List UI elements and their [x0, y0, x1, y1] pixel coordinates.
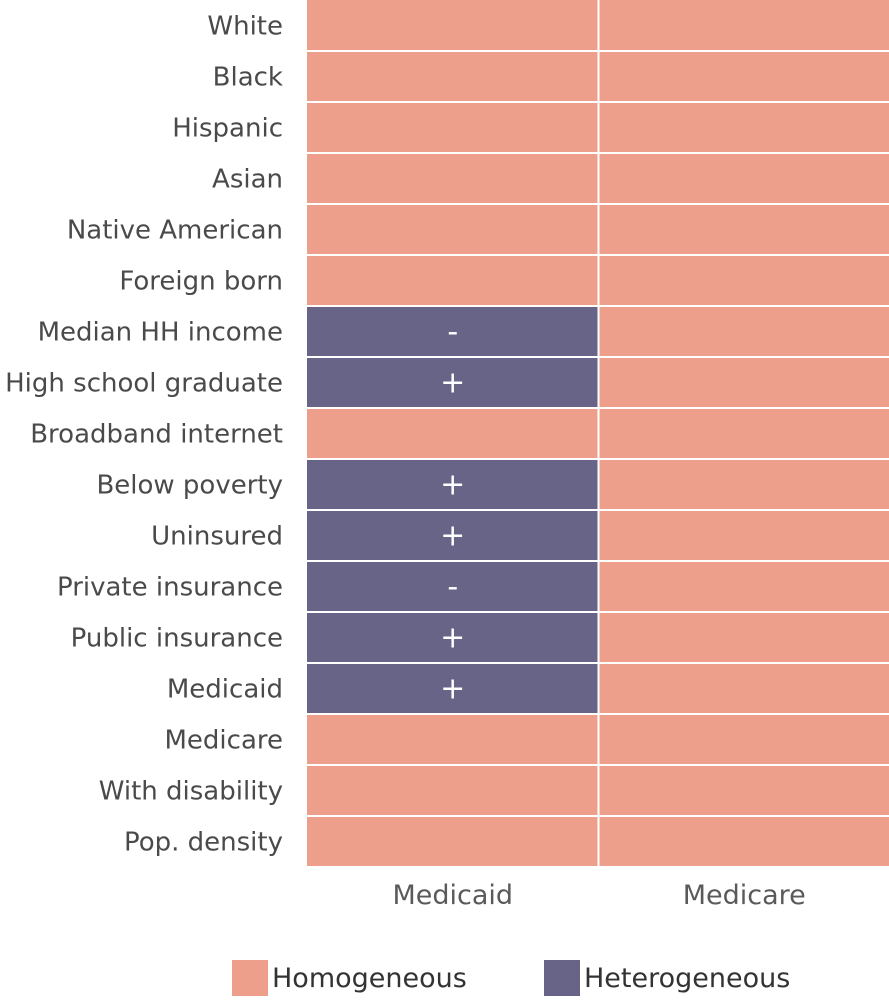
row-label: High school graduate	[5, 369, 283, 399]
column-label: Medicare	[683, 880, 806, 911]
heatmap-cell	[307, 409, 598, 458]
heatmap-cell	[599, 0, 889, 50]
heatmap-cell	[307, 715, 598, 764]
heatmap-cell	[307, 256, 598, 305]
row-label: Medicare	[165, 726, 284, 756]
heatmap-cell	[599, 511, 889, 560]
row-label: Pop. density	[124, 828, 283, 858]
column-labels: Medicaid Medicare	[392, 880, 805, 911]
row-label: Public insurance	[71, 624, 283, 654]
column-label: Medicaid	[392, 880, 513, 911]
heatmap-cell	[599, 307, 889, 356]
heatmap-cell	[599, 358, 889, 407]
heatmap-cell	[599, 715, 889, 764]
row-label: With disability	[99, 777, 283, 807]
cell-sign-label: +	[440, 366, 465, 401]
heatmap-cell	[599, 205, 889, 254]
heatmap-cell	[307, 562, 598, 611]
heatmap-cell	[307, 664, 598, 713]
heatmap-cell	[307, 0, 598, 50]
cell-sign-label: -	[447, 315, 458, 350]
legend-swatch	[232, 960, 268, 996]
heatmap-cell	[307, 358, 598, 407]
heatmap-cell	[307, 154, 598, 203]
heatmap-cell	[307, 307, 598, 356]
legend-label: Homogeneous	[272, 963, 467, 994]
heatmap-cell	[599, 103, 889, 152]
heatmap-cell	[307, 766, 598, 815]
row-labels: White Black Hispanic Asian Native American Fo…	[5, 12, 283, 858]
heatmap-cell	[599, 460, 889, 509]
heatmap-cell	[599, 409, 889, 458]
legend-swatch	[544, 960, 580, 996]
row-label: Foreign born	[119, 267, 283, 297]
cell-sign-label: +	[440, 672, 465, 707]
row-label: Native American	[67, 216, 283, 246]
heatmap-cell	[599, 817, 889, 866]
heatmap-cell	[599, 154, 889, 203]
row-label: Private insurance	[57, 573, 283, 603]
row-label: Broadband internet	[30, 420, 283, 450]
heatmap-cell	[307, 205, 598, 254]
row-label: Median HH income	[38, 318, 283, 348]
row-label: Uninsured	[151, 522, 283, 552]
heatmap-cell	[307, 613, 598, 662]
row-label: Below poverty	[96, 471, 283, 501]
row-label: White	[207, 12, 283, 42]
heatmap-cell	[599, 664, 889, 713]
heatmap-cell	[599, 766, 889, 815]
legend: Homogeneous Heterogeneous	[232, 960, 790, 996]
heatmap-cell	[307, 511, 598, 560]
heatmap-cell	[599, 562, 889, 611]
heatmap-cell	[307, 52, 598, 101]
heatmap-cell	[599, 52, 889, 101]
row-label: Hispanic	[172, 114, 283, 144]
legend-label: Heterogeneous	[584, 963, 790, 994]
cell-sign-label: +	[440, 621, 465, 656]
row-label: Asian	[212, 165, 283, 195]
heatmap-cell	[307, 103, 598, 152]
heatmap-cell	[599, 613, 889, 662]
heatmap-cell	[307, 817, 598, 866]
heatmap-cells: - + + + - + +	[307, 0, 889, 866]
row-label: Medicaid	[167, 675, 283, 705]
cell-sign-label: +	[440, 519, 465, 554]
row-label: Black	[213, 63, 283, 93]
heatmap-cell	[599, 256, 889, 305]
heatmap-cell	[307, 460, 598, 509]
cell-sign-label: +	[440, 468, 465, 503]
cell-sign-label: -	[447, 570, 458, 605]
